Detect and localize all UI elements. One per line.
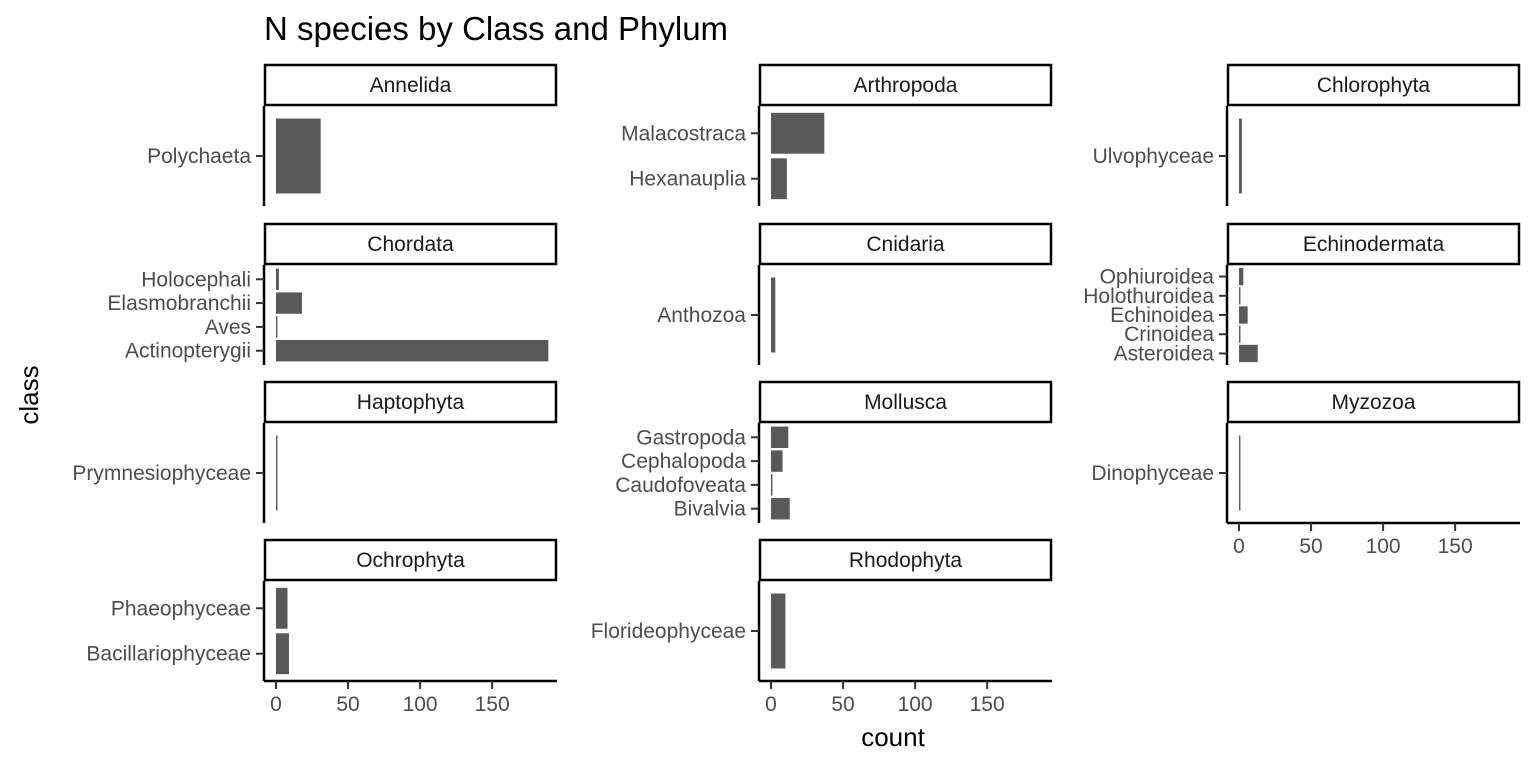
category-label: Bacillariophyceae — [86, 643, 251, 666]
facet-strip-label: Cnidaria — [866, 233, 945, 256]
x-tick-label: 150 — [970, 693, 1005, 716]
category-label: Polychaeta — [147, 145, 251, 168]
facet-strip-label: Myzozoa — [1331, 391, 1415, 414]
category-label: Bivalvia — [674, 498, 747, 521]
bar-phaeophyceae — [276, 587, 288, 629]
bar-ophiuroidea — [1239, 267, 1244, 286]
facet-strip-label: Ochrophyta — [356, 549, 465, 572]
bar-holothuroidea — [1239, 287, 1241, 305]
x-tick-label: 50 — [831, 693, 854, 716]
category-label: Crinoidea — [1124, 323, 1214, 346]
x-tick-label: 50 — [336, 693, 359, 716]
facet-strip-label: Chordata — [367, 233, 454, 256]
facet-echinodermata: Echinodermata OphiuroideaHolothuroideaEch… — [1083, 222, 1521, 365]
bar-ulvophyceae — [1239, 118, 1242, 194]
x-axis-title: count — [861, 722, 925, 752]
category-label: Hexanauplia — [629, 168, 746, 191]
facet-strip — [1226, 222, 1521, 266]
bar-polychaeta — [276, 118, 321, 194]
category-label: Cephalopoda — [621, 450, 746, 473]
facet-strip — [1226, 63, 1521, 107]
chart-title: N species by Class and Phylum — [264, 10, 728, 47]
bar-prymnesiophyceae — [276, 435, 278, 511]
category-label: Caudofoveata — [615, 474, 746, 497]
facet-strip — [263, 380, 558, 424]
facet-strip — [758, 380, 1053, 424]
category-label: Holocephali — [141, 268, 251, 291]
facet-rhodophyta: Rhodophyta Florideophyceae 0 50 100 150 — [591, 538, 1053, 716]
bar-actinopterygii — [276, 340, 549, 362]
bar-malacostraca — [771, 112, 825, 154]
bar-florideophyceae — [771, 593, 786, 669]
bar-gastropoda — [771, 426, 789, 448]
bar-caudofoveata — [771, 474, 773, 496]
category-label: Ulvophyceae — [1093, 145, 1214, 168]
y-axis-title: class — [14, 365, 44, 424]
facet-strip — [758, 222, 1053, 266]
facet-mollusca: Mollusca GastropodaCephalopodaCaudofoveat… — [615, 380, 1053, 523]
facet-strip — [1226, 380, 1521, 424]
x-tick-label: 150 — [1438, 535, 1473, 558]
category-label: Holothuroidea — [1083, 285, 1214, 308]
category-label: Ophiuroidea — [1100, 266, 1215, 289]
x-tick-label: 0 — [765, 693, 777, 716]
category-label: Florideophyceae — [591, 620, 746, 643]
facet-strip — [263, 538, 558, 582]
facet-panels: Annelida Polychaeta Arthropoda Malacostraca… — [72, 63, 1521, 716]
facet-chlorophyta: Chlorophyta Ulvophyceae — [1093, 63, 1521, 206]
x-tick-label: 0 — [1233, 535, 1245, 558]
facet-haptophyta: Haptophyta Prymnesiophyceae — [72, 380, 558, 523]
bar-cephalopoda — [771, 450, 783, 472]
facet-chordata: Chordata HolocephaliElasmobranchiiAvesAct… — [107, 222, 558, 365]
category-label: Dinophyceae — [1091, 462, 1214, 485]
category-label: Echinoidea — [1110, 304, 1214, 327]
category-label: Actinopterygii — [125, 340, 251, 363]
facet-strip-label: Mollusca — [864, 391, 947, 414]
category-label: Phaeophyceae — [111, 597, 251, 620]
facet-strip — [758, 538, 1053, 582]
x-tick-label: 50 — [1299, 535, 1322, 558]
bar-elasmobranchii — [276, 292, 302, 314]
facet-annelida: Annelida Polychaeta — [147, 63, 558, 206]
facet-strip — [263, 63, 558, 107]
bar-asteroidea — [1239, 344, 1258, 363]
category-label: Asteroidea — [1114, 342, 1215, 365]
bar-dinophyceae — [1239, 435, 1241, 511]
x-tick-label: 100 — [898, 693, 933, 716]
category-label: Aves — [205, 316, 251, 339]
category-label: Malacostraca — [621, 122, 746, 145]
facet-strip-label: Echinodermata — [1303, 233, 1445, 256]
facet-arthropoda: Arthropoda Malacostraca Hexanauplia — [621, 63, 1053, 206]
facet-myzozoa: Myzozoa Dinophyceae 0 50 100 150 — [1091, 380, 1521, 558]
category-label: Anthozoa — [657, 304, 746, 327]
category-label: Prymnesiophyceae — [72, 462, 251, 485]
x-tick-label: 100 — [1366, 535, 1401, 558]
bar-bivalvia — [771, 498, 790, 520]
category-label: Elasmobranchii — [107, 292, 251, 315]
x-tick-label: 150 — [475, 693, 510, 716]
bar-echinoidea — [1239, 306, 1248, 324]
bar-aves — [276, 316, 278, 338]
facet-strip-label: Haptophyta — [357, 391, 465, 414]
bar-bacillariophyceae — [276, 633, 289, 675]
bar-anthozoa — [771, 277, 776, 353]
bar-hexanauplia — [771, 158, 787, 200]
x-tick-label: 100 — [403, 693, 438, 716]
bar-holocephali — [276, 268, 279, 290]
facet-cnidaria: Cnidaria Anthozoa — [657, 222, 1053, 365]
facet-strip — [263, 222, 558, 266]
x-tick-label: 0 — [270, 693, 282, 716]
facet-strip-label: Chlorophyta — [1317, 74, 1431, 97]
bar-crinoidea — [1239, 325, 1241, 343]
facet-strip-label: Rhodophyta — [849, 549, 963, 572]
facet-strip-label: Annelida — [370, 74, 452, 97]
category-label: Gastropoda — [636, 426, 746, 449]
facet-ochrophyta: Ochrophyta Phaeophyceae Bacillariophyceae 0… — [86, 538, 558, 716]
facet-strip — [758, 63, 1053, 107]
facet-strip-label: Arthropoda — [854, 74, 958, 97]
